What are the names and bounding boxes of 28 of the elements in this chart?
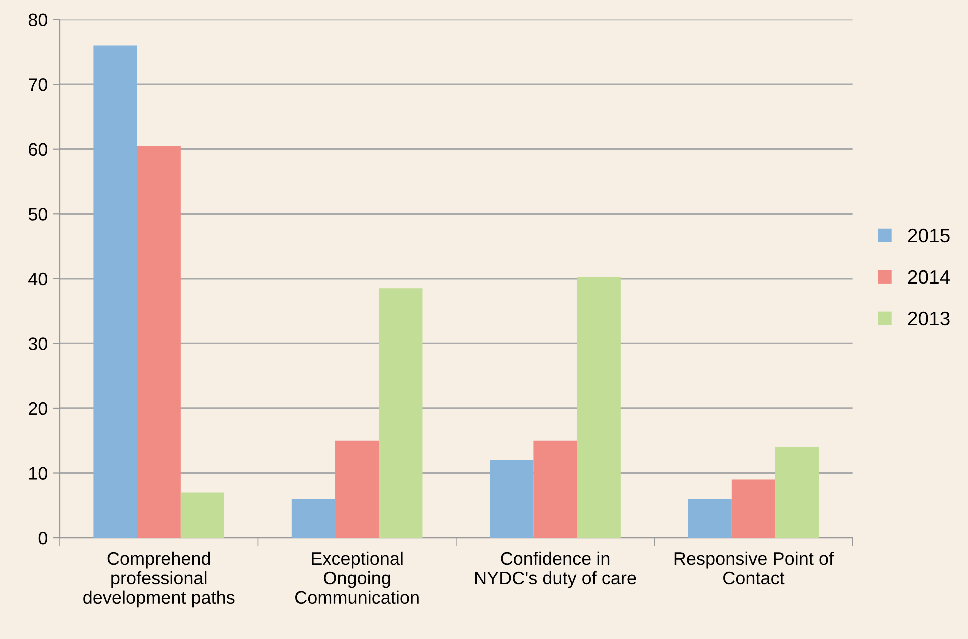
bar: [94, 46, 138, 538]
legend-label: 2013: [908, 312, 950, 326]
y-tick-label: 80: [28, 14, 48, 27]
bar: [577, 276, 621, 538]
bar: [336, 440, 380, 538]
bar: [137, 146, 181, 538]
bar: [292, 499, 336, 538]
bar: [732, 480, 776, 538]
bar: [490, 460, 534, 538]
x-tick-label: Responsive Point of Contact: [674, 552, 834, 585]
bar: [180, 492, 225, 538]
y-tick-label: 70: [29, 78, 48, 92]
y-tick-label: 0: [38, 532, 48, 545]
bar: [534, 440, 578, 538]
legend-label: 2014: [908, 270, 950, 284]
y-tick-label: 20: [29, 402, 48, 416]
x-tick-label: Comprehend professional development paths: [84, 552, 235, 608]
bar: [688, 499, 732, 538]
bar: [379, 288, 423, 538]
x-tick-label: Exceptional Ongoing Communication: [296, 552, 419, 604]
x-tick-label: Confidence in NYDC's duty of care: [476, 552, 636, 588]
y-tick-label: 50: [28, 208, 48, 221]
y-tick-label: 40: [28, 272, 48, 286]
legend-label: 2015: [908, 228, 950, 243]
bar: [776, 447, 820, 538]
y-tick-label: 10: [30, 467, 48, 480]
y-tick-label: 30: [28, 338, 48, 350]
y-tick-label: 60: [29, 143, 48, 156]
